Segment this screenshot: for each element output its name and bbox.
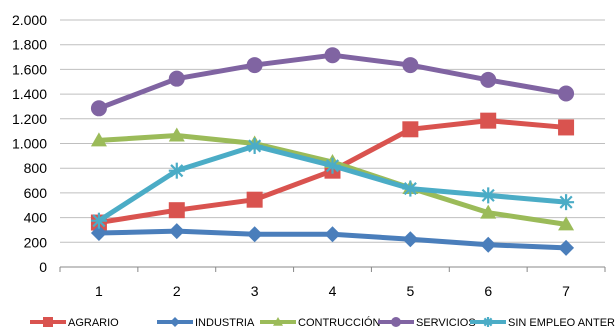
y-tick-label: 1.600 [12,61,47,77]
data-point-asterisk [480,187,497,204]
data-point-asterisk [246,137,263,154]
x-tick-label: 6 [484,283,492,299]
y-tick-label: 1.400 [12,86,47,102]
y-tick-label: 1.200 [12,111,47,127]
data-point-diamond [246,226,263,243]
data-point-asterisk [168,162,185,179]
series-industria [90,223,575,256]
data-point-circle [391,317,401,327]
data-point-square [168,202,185,219]
asterisk-stroke [248,139,262,153]
data-point-asterisk [90,212,107,229]
y-tick-label: 400 [24,210,48,226]
data-point-diamond [402,231,419,248]
data-point-diamond [480,236,497,253]
data-point-triangle [480,204,497,219]
data-point-asterisk [558,194,575,211]
legend-label: SIN EMPLEO ANTERIOR [508,317,616,329]
data-point-diamond [170,317,180,327]
data-point-diamond [90,225,107,242]
data-point-circle [558,85,575,102]
data-point-triangle [168,127,185,142]
data-point-circle [90,100,107,117]
x-tick-label: 1 [95,283,103,299]
data-point-asterisk [483,317,493,327]
data-point-circle [168,70,185,87]
data-point-triangle [273,317,283,326]
series [90,47,575,256]
data-point-circle [324,47,341,64]
data-point-square [480,112,497,129]
y-tick-label: 200 [24,234,48,250]
asterisk-stroke [170,164,184,178]
x-tick-label: 7 [562,283,570,299]
data-point-circle [402,57,419,74]
y-tick-label: 2.000 [12,12,47,28]
x-tick-label: 5 [406,283,414,299]
data-point-circle [246,57,263,74]
legend-item: SIN EMPLEO ANTERIOR [470,317,616,329]
data-point-square [43,317,53,327]
legend-label: INDUSTRIA [195,317,255,329]
y-tick-label: 0 [39,259,47,275]
data-point-asterisk [402,180,419,197]
data-point-square [246,191,263,208]
legend-item: INDUSTRIA [157,317,255,329]
axes: 0 200 400 600 800 1.000 1.200 1.400 1.600 1.800 2.… [12,12,606,299]
series-servicios [90,47,575,117]
legend-item: CONTRUCCIÓN [260,316,381,329]
series-sin-empleo-anterior [90,137,575,229]
asterisk-stroke [483,317,493,327]
legend-label: AGRARIO [68,317,119,329]
asterisk-stroke [559,195,573,209]
y-tick-label: 800 [24,160,48,176]
data-point-triangle [90,132,107,147]
legend-item: AGRARIO [30,317,119,329]
y-tick-label: 600 [24,185,48,201]
x-tick-label: 2 [173,283,181,299]
x-tick-label: 3 [251,283,259,299]
asterisk-stroke [481,188,495,202]
data-point-square [558,119,575,136]
data-point-square [402,121,419,138]
asterisk-stroke [92,214,106,228]
data-point-diamond [324,226,341,243]
y-tick-label: 1.000 [12,136,47,152]
legend-label: CONTRUCCIÓN [298,316,381,329]
legend-label: SERVICIOS [416,317,476,329]
x-tick-label: 4 [329,283,337,299]
y-tick-label: 1.800 [12,37,47,53]
data-point-triangle [558,216,575,231]
asterisk-stroke [325,159,340,173]
data-point-diamond [168,223,185,240]
data-point-diamond [558,239,575,256]
asterisk-stroke [403,182,417,196]
legend-item: SERVICIOS [378,317,476,329]
legend: AGRARIO INDUSTRIA CONTRUCCIÓN SERVICIOS SIN … [30,316,616,329]
data-point-asterisk [324,157,341,174]
data-point-circle [480,71,497,88]
